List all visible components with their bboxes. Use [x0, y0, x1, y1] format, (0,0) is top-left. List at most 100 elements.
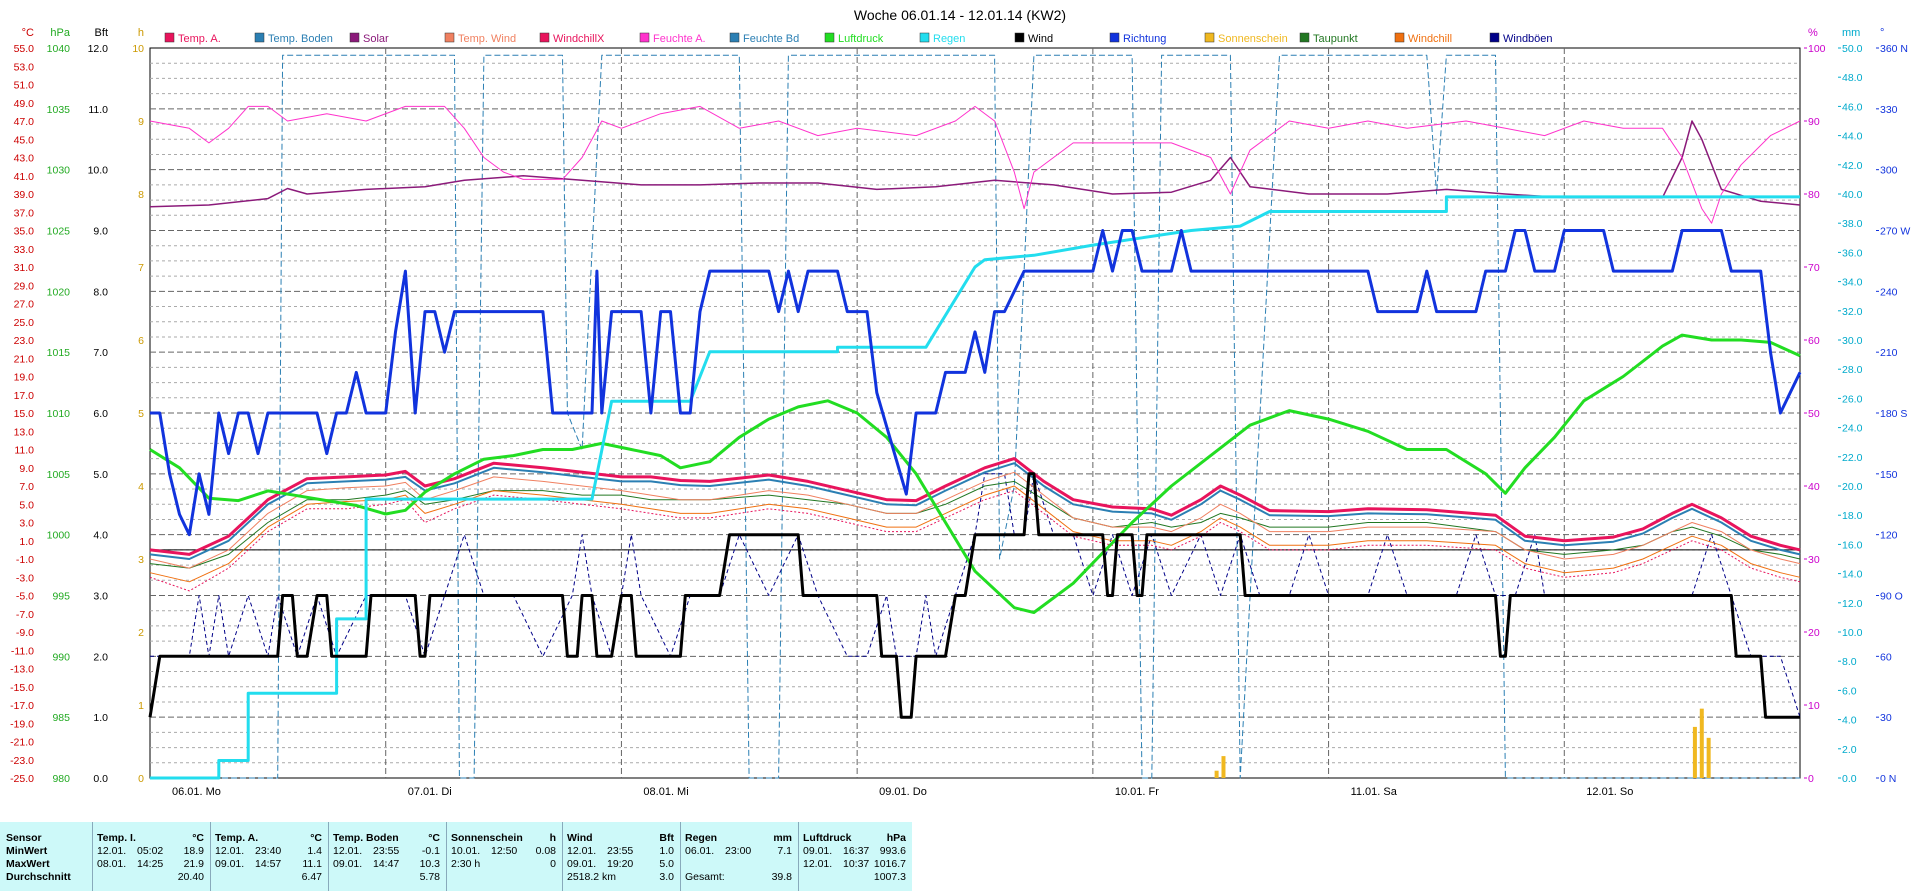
day-label: 12.01. So: [1586, 786, 1633, 798]
bft-axis-tick: 12.0: [88, 43, 109, 55]
day-label: 08.01. Mi: [643, 786, 688, 798]
celsius-axis-tick: 21.0: [14, 353, 35, 365]
pct-axis-tick: 90: [1808, 116, 1820, 128]
celsius-axis-tick: 3.0: [19, 518, 34, 530]
stats-date: 09.01.: [215, 858, 244, 871]
stats-value: 39.8: [772, 871, 792, 884]
h-axis-tick: 9: [138, 116, 144, 128]
legend-swatch: [730, 33, 739, 42]
chart-legend: Temp. A.Temp. BodenSolarTemp. WindWindch…: [165, 33, 1553, 45]
mm-axis-tick: 20.0: [1842, 481, 1863, 493]
legend-label: Temp. A.: [178, 33, 221, 45]
stats-date: 09.01.: [803, 845, 832, 858]
mm-axis-tick: 24.0: [1842, 423, 1863, 435]
bft-axis-tick: 1.0: [93, 712, 108, 724]
stats-row-label: Durchschnitt: [6, 871, 71, 884]
h-axis-tick: 7: [138, 262, 144, 274]
dir-axis-tick: 60: [1880, 651, 1892, 663]
stats-time: 23:40: [255, 845, 281, 858]
legend-label: Sonnenschein: [1218, 33, 1288, 45]
dir-axis-tick: 270 W: [1880, 226, 1910, 238]
dir-axis-tick: 240: [1880, 286, 1898, 298]
celsius-axis-tick: 19.0: [14, 372, 35, 384]
mm-axis-tick: 38.0: [1842, 218, 1863, 230]
h-axis-tick: 5: [138, 408, 144, 420]
stats-row-label: MinWert: [6, 845, 47, 858]
stats-value: 6.47: [302, 871, 322, 884]
stats-time: 14:25: [137, 858, 163, 871]
celsius-axis-tick: 11.0: [14, 445, 34, 457]
legend-swatch: [165, 33, 174, 42]
legend-swatch: [1205, 33, 1214, 42]
stats-value: 5.0: [659, 858, 674, 871]
bft-axis-tick: 2.0: [93, 651, 108, 663]
legend-swatch: [350, 33, 359, 42]
legend-label: WindchillX: [553, 33, 605, 45]
stats-column-header: Sonnenschein: [451, 832, 523, 845]
bft-axis-tick: 9.0: [93, 226, 108, 238]
dir-axis-tick: 90 O: [1880, 591, 1903, 603]
stats-time: 12:50: [491, 845, 517, 858]
stats-column: Temp. I.°C12.01.05:0218.908.01.14:2521.9…: [92, 822, 210, 891]
celsius-axis-tick: 41.0: [14, 171, 35, 183]
celsius-axis-tick: 51.0: [14, 80, 35, 92]
celsius-axis-unit: °C: [22, 27, 34, 39]
pct-axis-tick: 0: [1808, 773, 1814, 785]
mm-axis-tick: 2.0: [1842, 744, 1857, 756]
stats-column-unit: °C: [192, 832, 204, 845]
celsius-axis-tick: 37.0: [14, 207, 35, 219]
celsius-axis-tick: -15.0: [10, 682, 34, 694]
celsius-axis-tick: 39.0: [14, 189, 35, 201]
legend-label: Temp. Boden: [268, 33, 333, 45]
celsius-axis-tick: 31.0: [14, 262, 35, 274]
stats-value: 11.1: [302, 858, 322, 871]
mm-axis-tick: 8.0: [1842, 656, 1857, 668]
legend-label: Feuchte A.: [653, 33, 706, 45]
pct-axis-tick: 30: [1808, 554, 1820, 566]
mm-axis-tick: 50.0: [1842, 43, 1863, 55]
stats-value: 21.9: [184, 858, 204, 871]
celsius-axis-tick: 45.0: [14, 134, 35, 146]
h-axis-tick: 10: [132, 43, 144, 55]
stats-value: 7.1: [777, 845, 792, 858]
stats-column-unit: hPa: [887, 832, 906, 845]
stats-value: 10.3: [420, 858, 440, 871]
stats-column-unit: °C: [310, 832, 322, 845]
dir-axis-tick: 330: [1880, 104, 1898, 116]
hpa-axis-tick: 1015: [47, 347, 71, 359]
bft-axis-tick: 7.0: [93, 347, 108, 359]
stats-column: WindBft12.01.23:551.009.01.19:205.02518.…: [562, 822, 680, 891]
celsius-axis-tick: 7.0: [19, 481, 34, 493]
h-axis-tick: 2: [138, 627, 144, 639]
hpa-axis-tick: 1035: [47, 104, 71, 116]
legend-label: Richtung: [1123, 33, 1166, 45]
stats-value: 1.4: [307, 845, 322, 858]
legend-swatch: [1300, 33, 1309, 42]
pct-axis-tick: 50: [1808, 408, 1820, 420]
stats-sensor-label: Sensor: [6, 832, 42, 845]
hpa-axis-tick: 1005: [47, 469, 71, 481]
stats-date: 12.01.: [97, 845, 126, 858]
hpa-axis-tick: 1025: [47, 226, 71, 238]
celsius-axis-tick: 43.0: [14, 153, 35, 165]
h-axis-tick: 1: [138, 700, 144, 712]
pct-axis-tick: 60: [1808, 335, 1820, 347]
celsius-axis-tick: -9.0: [16, 627, 34, 639]
celsius-axis-tick: -7.0: [16, 609, 34, 621]
day-label: 10.01. Fr: [1115, 786, 1159, 798]
pct-axis-tick: 80: [1808, 189, 1820, 201]
legend-label: Feuchte Bd: [743, 33, 799, 45]
bft-axis-tick: 10.0: [88, 165, 109, 177]
legend-swatch: [540, 33, 549, 42]
stats-column-unit: mm: [773, 832, 792, 845]
stats-date: 12.01.: [803, 858, 832, 871]
stats-value: 18.9: [184, 845, 204, 858]
celsius-axis-tick: 35.0: [14, 226, 35, 238]
stats-date: 2518.2 km: [567, 871, 616, 884]
statistics-table: SensorMinWertMaxWertDurchschnittTemp. I.…: [0, 822, 912, 891]
stats-column-header: Temp. I.: [97, 832, 136, 845]
stats-value: 5.78: [420, 871, 440, 884]
mm-axis-tick: 44.0: [1842, 131, 1863, 143]
day-label: 09.01. Do: [879, 786, 927, 798]
celsius-axis-tick: 27.0: [14, 299, 35, 311]
